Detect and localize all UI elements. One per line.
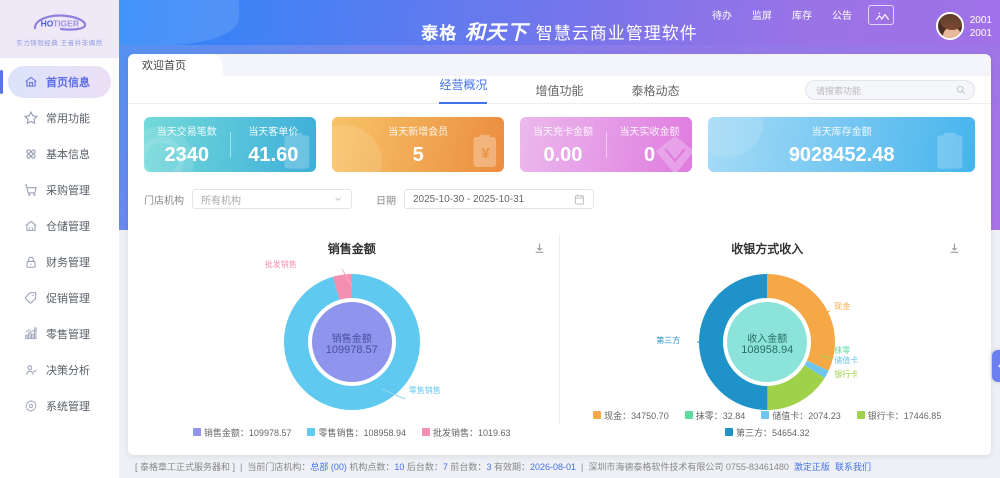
svg-text:HO: HO (40, 19, 53, 29)
svg-text:TIGER: TIGER (53, 19, 79, 29)
svg-text:¥: ¥ (482, 145, 491, 162)
